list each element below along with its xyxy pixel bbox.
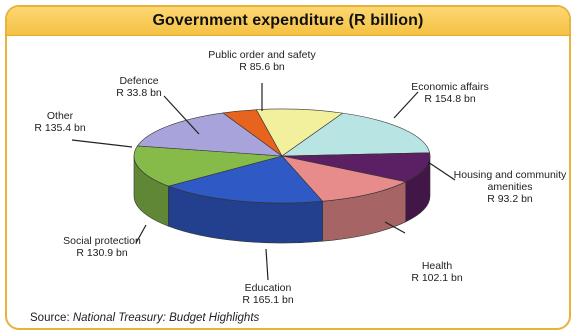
slice-value-social-protection: R 130.9 bn bbox=[76, 247, 128, 259]
slice-name-public-order-and-safety: Public order and safety bbox=[208, 49, 316, 61]
title-bar: Government expenditure (R billion) bbox=[7, 7, 569, 36]
source-note: Source: National Treasury: Budget Highli… bbox=[30, 312, 260, 324]
leader-line-defence bbox=[163, 95, 200, 135]
leader-line-education bbox=[265, 248, 269, 281]
chart-title: Government expenditure (R billion) bbox=[152, 12, 424, 29]
pie-slice-education bbox=[167, 155, 324, 204]
slice-value-health: R 102.1 bn bbox=[411, 272, 463, 284]
pie-slice-economic-affairs bbox=[281, 112, 431, 157]
slice-name-housing-and-community-amenities-1: amenities bbox=[488, 181, 533, 193]
slice-value-housing-and-community-amenities: R 93.2 bn bbox=[487, 193, 533, 205]
leader-line-housing-and-community-amenities bbox=[427, 161, 456, 181]
source-label: Source bbox=[30, 312, 67, 324]
slice-value-other: R 135.4 bn bbox=[34, 122, 86, 134]
pie-top bbox=[133, 108, 431, 204]
slice-name-health: Health bbox=[422, 260, 453, 272]
leader-line-health bbox=[384, 221, 406, 234]
slice-name-housing-and-community-amenities: Housing and community bbox=[454, 169, 567, 181]
pie-slice-other bbox=[136, 112, 284, 157]
pie-sides bbox=[133, 155, 431, 244]
pie-slice-defence bbox=[222, 109, 283, 157]
slice-value-public-order-and-safety: R 85.6 bn bbox=[239, 61, 285, 73]
leader-line-other bbox=[71, 139, 133, 148]
slice-value-economic-affairs: R 154.8 bn bbox=[424, 93, 476, 105]
source-text: National Treasury: Budget Highlights bbox=[72, 312, 260, 324]
pie-slice-public-order-and-safety bbox=[255, 108, 344, 157]
leader-line-economic-affairs bbox=[393, 91, 419, 119]
slice-name-education: Education bbox=[245, 282, 292, 294]
slice-value-education: R 165.1 bn bbox=[242, 294, 294, 306]
pie-slice-health bbox=[281, 155, 407, 202]
chart-frame: Government expenditure (R billion) bbox=[5, 5, 571, 330]
pie-slice-housing-and-community-amenities bbox=[281, 152, 431, 183]
leader-line-social-protection bbox=[135, 224, 147, 244]
slice-name-other: Other bbox=[47, 110, 74, 122]
pie-slice-social-protection bbox=[133, 145, 283, 187]
slice-name-economic-affairs: Economic affairs bbox=[411, 81, 488, 93]
slice-value-defence: R 33.8 bn bbox=[116, 87, 162, 99]
slice-name-defence: Defence bbox=[119, 75, 158, 87]
slice-name-social-protection: Social protection bbox=[63, 235, 141, 247]
